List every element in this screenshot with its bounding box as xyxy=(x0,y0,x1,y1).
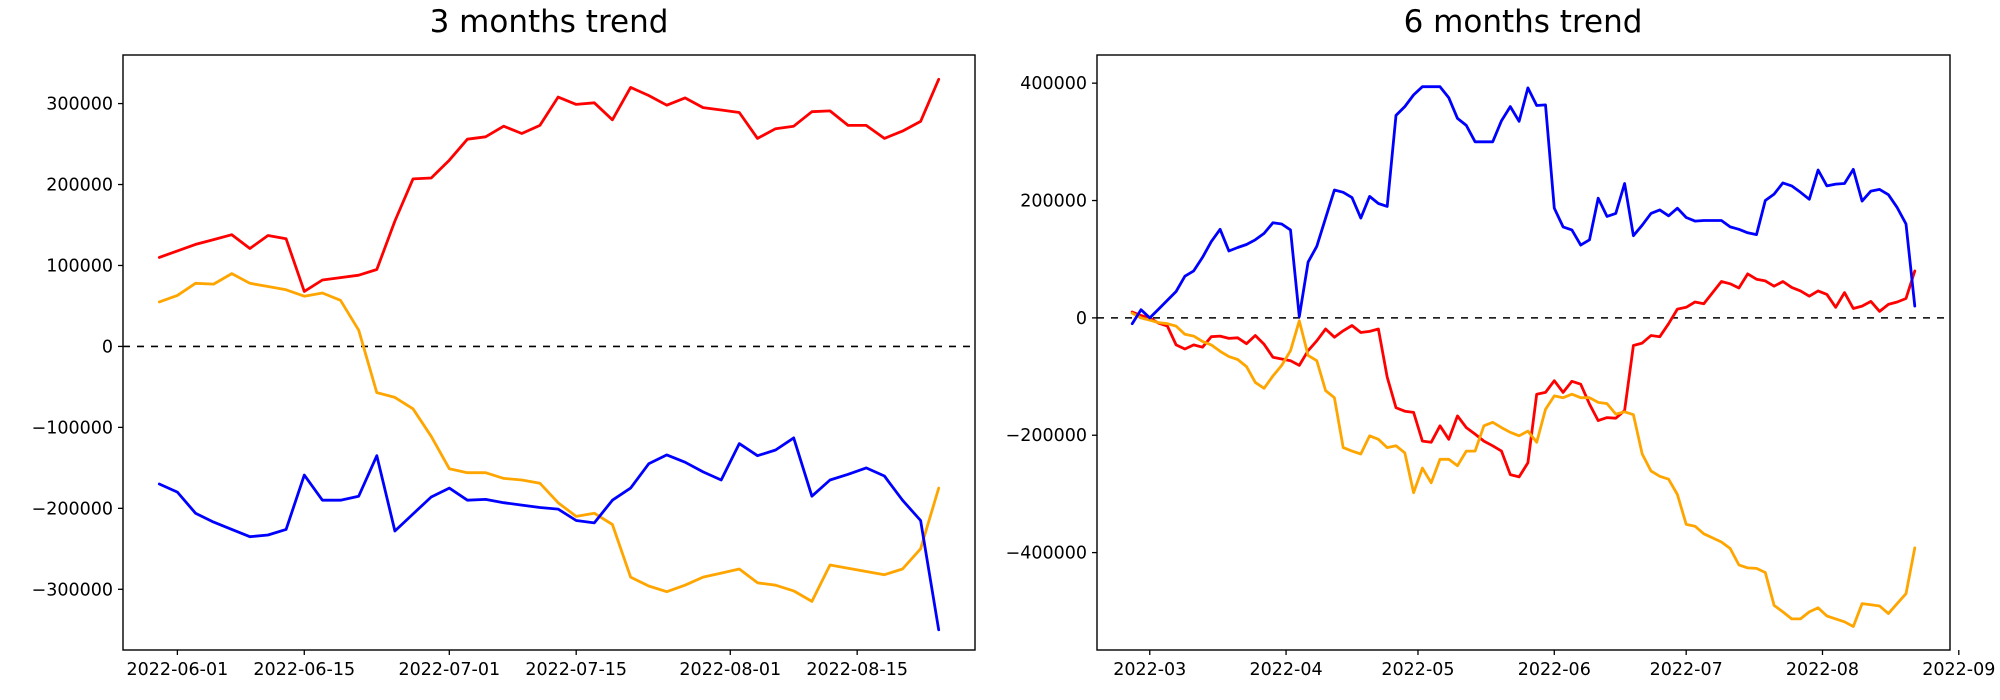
series-line-red xyxy=(157,77,941,293)
axes-frame xyxy=(1096,54,1951,651)
series-line-orange xyxy=(157,272,941,603)
series-line-blue xyxy=(1130,85,1917,326)
series-line-orange xyxy=(1130,311,1917,628)
y-tick-label: 200000 xyxy=(1020,192,1087,212)
y-tick-label: 400000 xyxy=(1020,74,1087,94)
y-tick-label: −400000 xyxy=(1006,544,1087,564)
x-tick-label: 2022-06-01 xyxy=(127,660,229,680)
x-tick-label: 2022-08-15 xyxy=(806,660,908,680)
x-tick-label: 2022-07-01 xyxy=(398,660,500,680)
x-tick-label: 2022-05 xyxy=(1381,660,1454,680)
y-tick-label: 200000 xyxy=(46,176,113,196)
x-tick-label: 2022-08 xyxy=(1786,660,1859,680)
series-line-red xyxy=(1130,269,1917,479)
x-tick-label: 2022-04 xyxy=(1250,660,1323,680)
x-tick-label: 2022-07-15 xyxy=(525,660,627,680)
y-tick-label: −200000 xyxy=(32,499,113,519)
y-tick-label: 100000 xyxy=(46,256,113,276)
chart-3-months-plot: 300000 200000 100000 0 −100000 −200000 −300000… xyxy=(32,54,976,680)
x-tick-label: 2022-06-15 xyxy=(253,660,355,680)
y-tick-label: −300000 xyxy=(32,580,113,600)
x-tick-label: 2022-07 xyxy=(1650,660,1723,680)
x-tick-label: 2022-09 xyxy=(1922,660,1995,680)
chart-6-months-plot: 400000 200000 0 −200000 −400000 2022-03 2022-0… xyxy=(1006,54,1995,680)
series-line-blue xyxy=(157,436,941,632)
axes-frame xyxy=(122,54,976,651)
y-tick-label: 0 xyxy=(102,337,113,357)
x-tick-label: 2022-08-01 xyxy=(679,660,781,680)
y-tick-label: −200000 xyxy=(1006,426,1087,446)
x-tick-label: 2022-03 xyxy=(1113,660,1186,680)
y-tick-label: 300000 xyxy=(46,95,113,115)
x-tick-label: 2022-06 xyxy=(1518,660,1591,680)
y-tick-label: 0 xyxy=(1076,309,1087,329)
chart-title-3-months: 3 months trend xyxy=(429,4,669,40)
chart-title-6-months: 6 months trend xyxy=(1403,4,1643,40)
y-tick-label: −100000 xyxy=(32,418,113,438)
